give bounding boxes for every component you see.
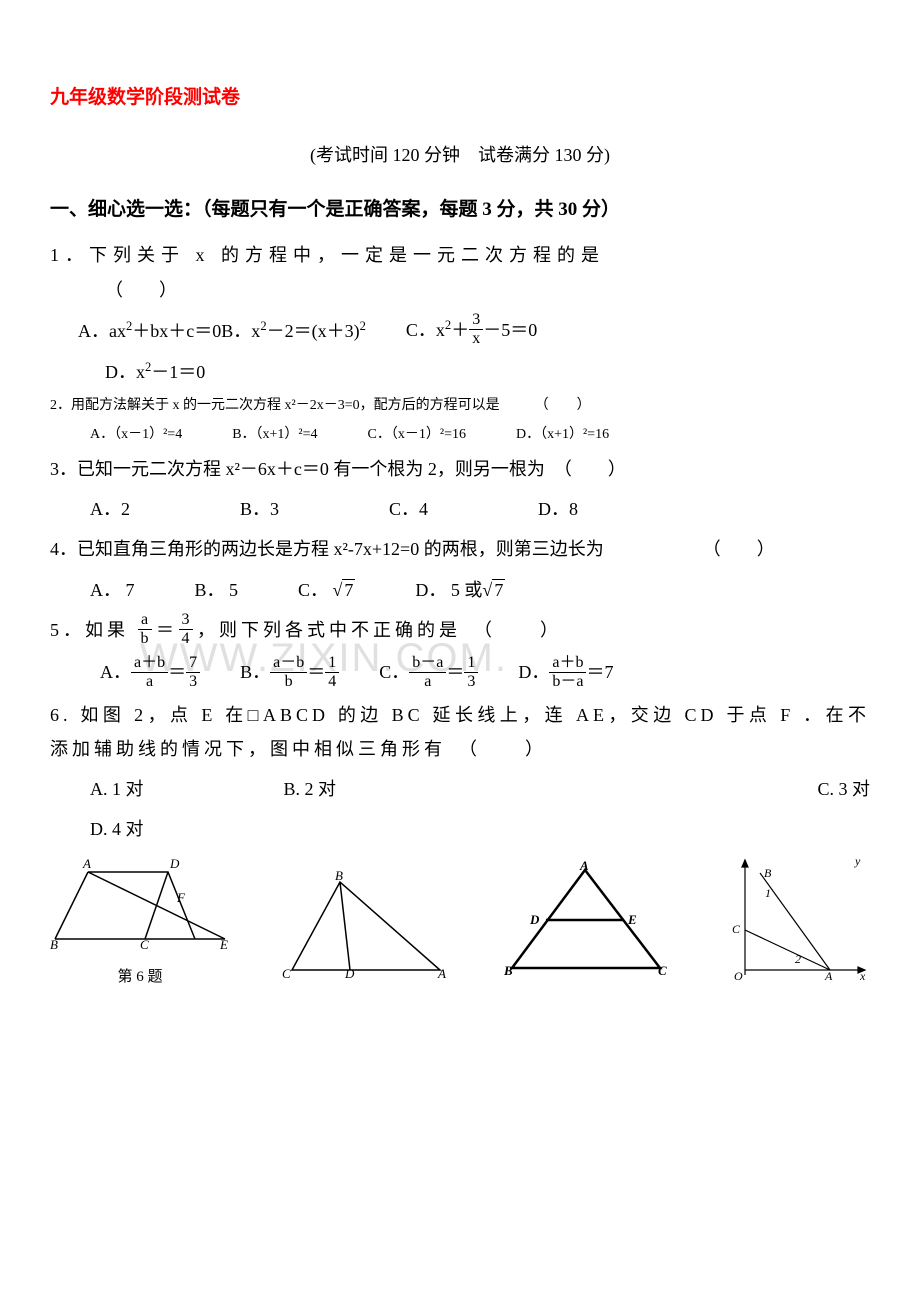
q3-optA: A．2	[90, 492, 130, 526]
page-title: 九年级数学阶段测试卷	[50, 80, 870, 116]
svg-text:1: 1	[765, 886, 771, 900]
q3-options: A．2 B．3 C．4 D．8	[50, 492, 870, 526]
q1-optB: B．x2－2＝(x＋3)2	[221, 314, 366, 348]
svg-text:B: B	[503, 963, 513, 978]
svg-text:B: B	[335, 870, 343, 883]
q6-optC: C. 3 对	[817, 772, 870, 806]
q3-optD: D．8	[538, 492, 578, 526]
figure-4: y B 1 C 2 O A x	[720, 855, 870, 991]
figure-q6: A D F B C E 第 6 题	[50, 854, 230, 991]
section-heading: 一、细心选一选：（每题只有一个是正确答案，每题 3 分，共 30 分）	[50, 192, 870, 228]
svg-text:C: C	[282, 966, 291, 980]
fig1-caption: 第 6 题	[50, 963, 230, 992]
svg-text:C: C	[732, 922, 741, 936]
svg-text:E: E	[219, 937, 228, 949]
q2-optA: A．（x－1）²=4	[90, 424, 182, 446]
q2-optB: B．（x+1）²=4	[232, 424, 317, 446]
svg-text:2: 2	[795, 952, 801, 966]
q5-optC: C．b－aa＝13	[379, 655, 478, 691]
q6-optA: A. 1 对	[90, 772, 144, 806]
svg-text:y: y	[854, 855, 861, 868]
figure-2: B C D A	[280, 870, 450, 991]
q1-options: A．ax2＋bx＋c＝0 B．x2－2＝(x＋3)2 C．x2＋3x－5＝0	[50, 313, 870, 349]
question-4: 4．已知直角三角形的两边长是方程 x²-7x+12=0 的两根，则第三边长为 （…	[50, 532, 870, 566]
figures-row: A D F B C E 第 6 题 B C D A	[50, 854, 870, 991]
svg-text:C: C	[140, 937, 149, 949]
q2-options: A．（x－1）²=4 B．（x+1）²=4 C．（x－1）²=16 D．（x+1…	[50, 424, 870, 446]
q1-optD: D．x2－1＝0	[105, 362, 205, 382]
svg-text:B: B	[50, 937, 58, 949]
q6-options: A. 1 对 B. 2 对 C. 3 对	[50, 772, 870, 806]
svg-text:B: B	[764, 866, 772, 880]
question-2: 2．用配方法解关于 x 的一元二次方程 x²－2x－3=0，配方后的方程可以是 …	[50, 395, 870, 417]
q4-optB: B． 5	[195, 573, 239, 607]
q2-optC: C．（x－1）²=16	[368, 424, 466, 446]
svg-text:D: D	[529, 912, 540, 927]
question-3: 3．已知一元二次方程 x²－6x＋c＝0 有一个根为 2，则另一根为 （ ）	[50, 452, 870, 486]
q6-optD: D. 4 对	[90, 819, 144, 839]
q1-optD-row: D．x2－1＝0	[50, 355, 870, 389]
q4-optD: D． 5 或7	[415, 573, 505, 607]
q5-options: A．a＋ba＝73 B．a－bb＝14 C．b－aa＝13 D．a＋bb－a＝7	[50, 655, 870, 691]
q5-optD: D．a＋bb－a＝7	[518, 655, 613, 691]
q4-options: A． 7 B． 5 C． 7 D． 5 或7	[50, 573, 870, 607]
q2-optD: D．（x+1）²=16	[516, 424, 609, 446]
svg-text:C: C	[658, 963, 667, 978]
svg-text:E: E	[627, 912, 637, 927]
question-6: 6. 如图 2，点 E 在□ABCD 的边 BC 延长线上，连 AE，交边 CD…	[50, 698, 870, 766]
svg-text:x: x	[859, 969, 866, 980]
q4-optC: C． 7	[298, 573, 355, 607]
svg-text:F: F	[176, 890, 186, 905]
question-1: 1．下列关于 x 的方程中，一定是一元二次方程的是 （ ）	[50, 238, 870, 306]
q3-optC: C．4	[389, 492, 428, 526]
q1-optC: C．x2＋3x－5＝0	[406, 313, 537, 349]
q5-optB: B．a－bb＝14	[240, 655, 339, 691]
svg-text:A: A	[437, 966, 446, 980]
q6-optB: B. 2 对	[284, 772, 337, 806]
q1-optA: A．ax2＋bx＋c＝0	[78, 314, 221, 348]
svg-text:O: O	[734, 969, 743, 980]
q5-optA: A．a＋ba＝73	[100, 655, 200, 691]
q1-paren: （ ）	[50, 280, 177, 300]
svg-text:A: A	[82, 856, 91, 871]
svg-text:A: A	[579, 860, 589, 873]
subtitle: (考试时间 120 分钟 试卷满分 130 分)	[50, 138, 870, 172]
q4-optA: A． 7	[90, 573, 135, 607]
svg-text:D: D	[344, 966, 355, 980]
q6-optD-row: D. 4 对	[50, 812, 870, 846]
question-5: 5．如果 ab ＝ 34 ，则下列各式中不正确的是 （ ）	[50, 613, 870, 649]
q1-stem: 1．下列关于 x 的方程中，一定是一元二次方程的是	[50, 245, 605, 265]
q3-optB: B．3	[240, 492, 279, 526]
figure-3: A D E B C	[500, 860, 670, 991]
svg-text:D: D	[169, 856, 180, 871]
svg-text:A: A	[824, 969, 833, 980]
